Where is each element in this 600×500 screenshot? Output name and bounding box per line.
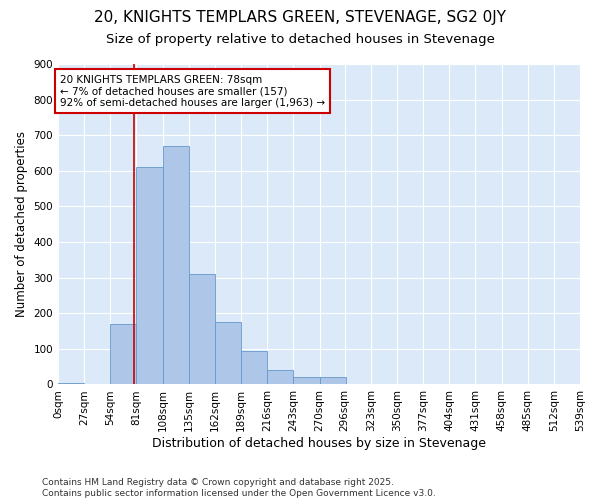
Y-axis label: Number of detached properties: Number of detached properties <box>15 131 28 317</box>
Bar <box>215 322 241 384</box>
X-axis label: Distribution of detached houses by size in Stevenage: Distribution of detached houses by size … <box>152 437 486 450</box>
Bar <box>110 324 136 384</box>
Bar <box>163 146 189 384</box>
Text: Contains HM Land Registry data © Crown copyright and database right 2025.
Contai: Contains HM Land Registry data © Crown c… <box>42 478 436 498</box>
Bar <box>293 378 320 384</box>
Bar <box>241 350 267 384</box>
Bar <box>189 274 215 384</box>
Text: Size of property relative to detached houses in Stevenage: Size of property relative to detached ho… <box>106 32 494 46</box>
Text: 20 KNIGHTS TEMPLARS GREEN: 78sqm
← 7% of detached houses are smaller (157)
92% o: 20 KNIGHTS TEMPLARS GREEN: 78sqm ← 7% of… <box>60 74 325 108</box>
Bar <box>58 382 84 384</box>
Bar <box>320 378 346 384</box>
Text: 20, KNIGHTS TEMPLARS GREEN, STEVENAGE, SG2 0JY: 20, KNIGHTS TEMPLARS GREEN, STEVENAGE, S… <box>94 10 506 25</box>
Bar <box>267 370 293 384</box>
Bar <box>136 168 163 384</box>
